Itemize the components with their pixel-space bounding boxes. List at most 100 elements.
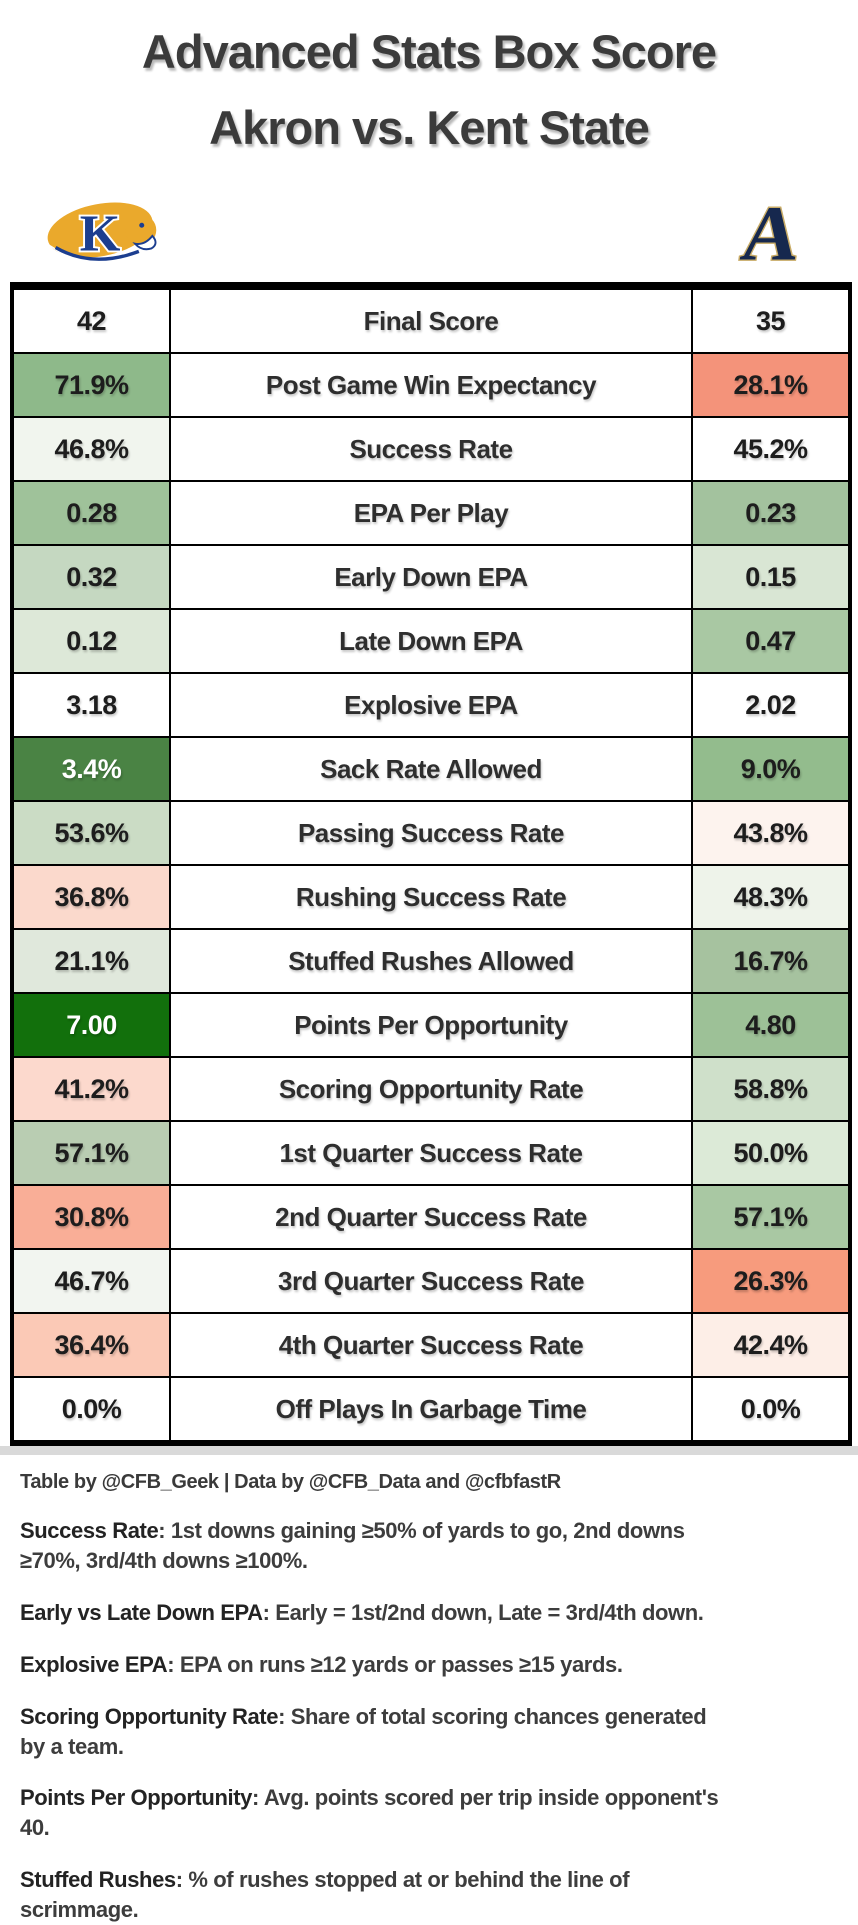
credit-line: Table by @CFB_Geek | Data by @CFB_Data a… — [20, 1471, 561, 1493]
note-early-late-epa: Early vs Late Down EPA: Early = 1st/2nd … — [20, 1598, 838, 1628]
note-label: Scoring Opportunity Rate — [20, 1703, 279, 1729]
stat-metric-label: Final Score — [169, 285, 693, 354]
stat-value-right: 0.47 — [691, 608, 851, 674]
note-text: : EPA on runs ≥12 yards or passes ≥15 ya… — [167, 1651, 623, 1677]
stat-value-right: 0.0% — [691, 1376, 851, 1444]
table-row: 0.12 Late Down EPA 0.47 — [11, 608, 851, 674]
stat-metric-label: 2nd Quarter Success Rate — [169, 1184, 693, 1250]
note-label: Early vs Late Down EPA — [20, 1599, 263, 1625]
note-label: Stuffed Rushes — [20, 1867, 176, 1893]
stat-value-left: 46.7% — [11, 1248, 171, 1314]
stat-value-left: 46.8% — [11, 416, 171, 482]
stat-value-left: 0.32 — [11, 544, 171, 610]
team-logos-row: K A — [0, 188, 858, 278]
akron-a-letter: A — [737, 193, 806, 273]
kent-state-logo-icon: K — [47, 202, 159, 264]
table-row: 36.8% Rushing Success Rate 48.3% — [11, 864, 851, 930]
table-shadow-divider — [0, 1446, 858, 1455]
note-label: Explosive EPA — [20, 1651, 168, 1677]
stat-metric-label: EPA Per Play — [169, 480, 693, 546]
table-row: 21.1% Stuffed Rushes Allowed 16.7% — [11, 928, 851, 994]
stat-value-left: 0.0% — [11, 1376, 171, 1444]
note-text: : Share of total scoring chances generat… — [20, 1703, 707, 1759]
akron-logo-icon: A — [735, 193, 807, 273]
stat-metric-label: Points Per Opportunity — [169, 992, 693, 1058]
note-text: : Avg. points scored per trip inside opp… — [20, 1785, 719, 1841]
stat-value-left: 41.2% — [11, 1056, 171, 1122]
stat-value-right: 4.80 — [691, 992, 851, 1058]
note-stuffed-rushes: Stuffed Rushes: % of rushes stopped at o… — [20, 1865, 838, 1925]
stat-value-left: 21.1% — [11, 928, 171, 994]
stat-metric-label: Passing Success Rate — [169, 800, 693, 866]
table-row: 57.1% 1st Quarter Success Rate 50.0% — [11, 1120, 851, 1186]
table-row: 46.7% 3rd Quarter Success Rate 26.3% — [11, 1248, 851, 1314]
note-points-per-opportunity: Points Per Opportunity: Avg. points scor… — [20, 1783, 838, 1843]
stat-value-right: 35 — [691, 285, 851, 354]
stats-table: 42 Final Score 35 71.9% Post Game Win Expec… — [10, 282, 852, 1446]
page-title: Advanced Stats Box Score Akron vs. Kent … — [0, 0, 858, 166]
note-scoring-opportunity: Scoring Opportunity Rate: Share of total… — [20, 1702, 838, 1762]
page-title-line2: Akron vs. Kent State — [209, 101, 650, 154]
stat-value-right: 45.2% — [691, 416, 851, 482]
stat-metric-label: Early Down EPA — [169, 544, 693, 610]
note-label: Points Per Opportunity — [20, 1785, 252, 1811]
stat-value-right: 43.8% — [691, 800, 851, 866]
stat-value-right: 58.8% — [691, 1056, 851, 1122]
stat-value-left: 7.00 — [11, 992, 171, 1058]
stat-metric-label: Rushing Success Rate — [169, 864, 693, 930]
note-label: Success Rate — [20, 1518, 159, 1543]
stat-metric-label: Explosive EPA — [169, 672, 693, 738]
stat-value-left: 36.8% — [11, 864, 171, 930]
table-row: 7.00 Points Per Opportunity 4.80 — [11, 992, 851, 1058]
table-row: 46.8% Success Rate 45.2% — [11, 416, 851, 482]
stat-metric-label: 3rd Quarter Success Rate — [169, 1248, 693, 1314]
table-row: 30.8% 2nd Quarter Success Rate 57.1% — [11, 1184, 851, 1250]
stat-metric-label: 1st Quarter Success Rate — [169, 1120, 693, 1186]
kent-k-letter: K — [80, 204, 121, 262]
stat-value-left: 71.9% — [11, 352, 171, 418]
stat-value-left: 42 — [11, 285, 171, 354]
table-row: 36.4% 4th Quarter Success Rate 42.4% — [11, 1312, 851, 1378]
table-row: 3.4% Sack Rate Allowed 9.0% — [11, 736, 851, 802]
stat-value-left: 0.12 — [11, 608, 171, 674]
footnotes: Table by @CFB_Geek | Data by @CFB_Data a… — [0, 1455, 858, 1925]
stat-value-right: 42.4% — [691, 1312, 851, 1378]
stat-value-right: 57.1% — [691, 1184, 851, 1250]
page-title-line1: Advanced Stats Box Score — [141, 25, 717, 78]
stat-value-left: 57.1% — [11, 1120, 171, 1186]
stat-metric-label: Success Rate — [169, 416, 693, 482]
stat-metric-label: Post Game Win Expectancy — [169, 352, 693, 418]
stat-value-left: 0.28 — [11, 480, 171, 546]
stat-value-left: 36.4% — [11, 1312, 171, 1378]
stat-value-right: 9.0% — [691, 736, 851, 802]
stat-metric-label: Stuffed Rushes Allowed — [169, 928, 693, 994]
stat-value-right: 26.3% — [691, 1248, 851, 1314]
table-row: 53.6% Passing Success Rate 43.8% — [11, 800, 851, 866]
stat-metric-label: 4th Quarter Success Rate — [169, 1312, 693, 1378]
stat-value-right: 0.23 — [691, 480, 851, 546]
note-text: : 1st downs gaining ≥50% of yards to go,… — [20, 1518, 685, 1573]
stat-metric-label: Off Plays In Garbage Time — [169, 1376, 693, 1444]
table-row: 0.32 Early Down EPA 0.15 — [11, 544, 851, 610]
table-row: 0.0% Off Plays In Garbage Time 0.0% — [11, 1376, 851, 1444]
note-text: : Early = 1st/2nd down, Late = 3rd/4th d… — [262, 1599, 704, 1625]
stat-value-right: 2.02 — [691, 672, 851, 738]
table-row: 41.2% Scoring Opportunity Rate 58.8% — [11, 1056, 851, 1122]
table-row: 0.28 EPA Per Play 0.23 — [11, 480, 851, 546]
stat-value-right: 0.15 — [691, 544, 851, 610]
table-row: 71.9% Post Game Win Expectancy 28.1% — [11, 352, 851, 418]
table-row: 3.18 Explosive EPA 2.02 — [11, 672, 851, 738]
stat-value-left: 30.8% — [11, 1184, 171, 1250]
stat-value-left: 53.6% — [11, 800, 171, 866]
stat-value-right: 50.0% — [691, 1120, 851, 1186]
stat-metric-label: Late Down EPA — [169, 608, 693, 674]
stat-value-right: 28.1% — [691, 352, 851, 418]
stat-value-right: 48.3% — [691, 864, 851, 930]
stat-metric-label: Scoring Opportunity Rate — [169, 1056, 693, 1122]
stat-value-left: 3.18 — [11, 672, 171, 738]
note-explosive-epa: Explosive EPA: EPA on runs ≥12 yards or … — [20, 1650, 838, 1680]
table-row: 42 Final Score 35 — [11, 285, 851, 354]
note-success-rate: Success Rate: 1st downs gaining ≥50% of … — [20, 1516, 838, 1576]
stat-value-right: 16.7% — [691, 928, 851, 994]
